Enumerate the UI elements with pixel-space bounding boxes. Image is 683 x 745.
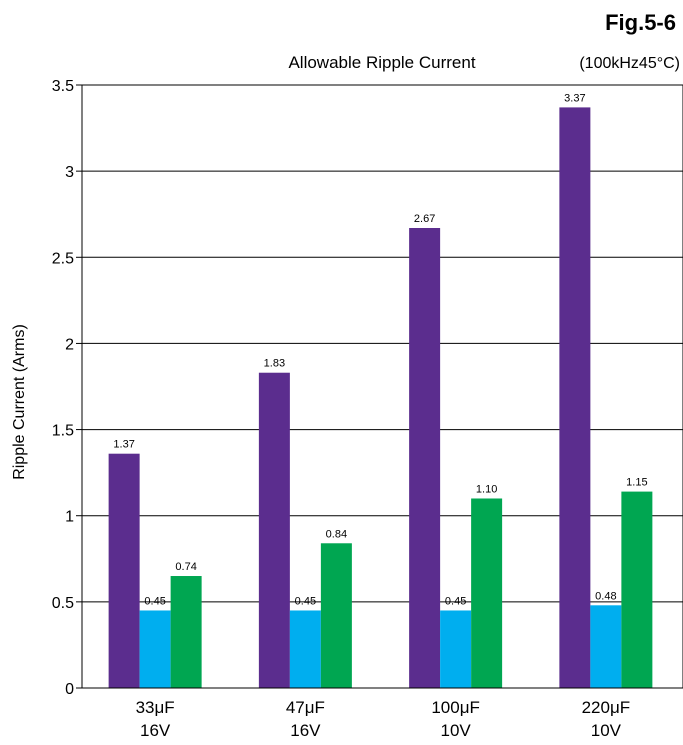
category-labels: 33μF 16V 47μF 16V 100μF 10V 220μF 10V [136, 698, 631, 740]
data-label: 0.45 [295, 595, 316, 607]
bar [409, 227, 441, 689]
bar [258, 372, 290, 688]
data-label: 1.83 [264, 358, 285, 370]
bar [590, 605, 622, 688]
data-label: 2.67 [414, 213, 435, 225]
y-tick-label: 2.5 [52, 250, 74, 267]
category-label-line1: 220μF [582, 698, 631, 717]
bars [108, 107, 653, 689]
data-label: 0.45 [144, 595, 165, 607]
y-tick-label: 1.5 [52, 423, 74, 440]
data-label: 1.37 [113, 439, 134, 451]
data-label: 1.15 [626, 477, 647, 489]
bar [440, 610, 472, 688]
y-tick-label: 3 [65, 164, 74, 181]
bar [170, 576, 202, 688]
y-axis-label: Ripple Current (Arms) [11, 324, 28, 480]
bar [139, 610, 171, 688]
category-label-line1: 100μF [431, 698, 480, 717]
bar [320, 543, 352, 688]
bar [289, 610, 321, 688]
test-condition: (100kHz45°C) [579, 55, 680, 72]
y-tick-labels: 0 0.5 1 1.5 2 2.5 3 3.5 [52, 78, 82, 698]
category-label-line2: 10V [441, 721, 472, 740]
bar [559, 107, 591, 688]
y-tick-label: 3.5 [52, 78, 74, 95]
data-label: 0.48 [595, 590, 616, 602]
chart-title: Allowable Ripple Current [288, 53, 475, 72]
data-label: 0.45 [445, 595, 466, 607]
category-label-line1: 33μF [136, 698, 175, 717]
category-label-line2: 16V [140, 721, 171, 740]
category-label-line2: 16V [290, 721, 321, 740]
y-tick-label: 0.5 [52, 595, 74, 612]
bar [471, 498, 503, 688]
category-label-line2: 10V [591, 721, 622, 740]
bar [621, 491, 653, 688]
data-label: 1.10 [476, 483, 497, 495]
data-label: 3.37 [564, 92, 585, 104]
gridlines [82, 170, 683, 603]
y-tick-label: 0 [65, 681, 74, 698]
data-labels: 1.37 0.45 0.74 1.83 0.45 0.84 2.67 0.45 1.10 3.37… [113, 92, 647, 607]
y-tick-label: 1 [65, 509, 74, 526]
data-label: 0.84 [326, 528, 347, 540]
plot-frame [81, 84, 683, 689]
data-label: 0.74 [175, 561, 196, 573]
category-label-line1: 47μF [286, 698, 325, 717]
y-tick-label: 2 [65, 336, 74, 353]
figure-label: Fig.5-6 [605, 10, 676, 35]
bar [108, 453, 140, 688]
